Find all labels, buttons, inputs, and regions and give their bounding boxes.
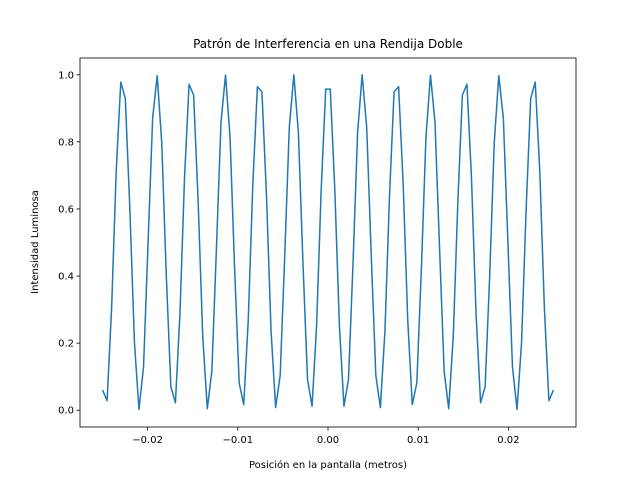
- y-axis: 0.0 0.2 0.4 0.6 0.8 1.0: [58, 70, 80, 417]
- x-axis: −0.02 −0.01 0.00 0.01 0.02: [132, 427, 519, 446]
- x-tick-label: 0.01: [407, 435, 429, 446]
- y-tick-label: 0.4: [58, 272, 74, 283]
- y-tick-label: 1.0: [58, 70, 74, 81]
- chart-title: Patrón de Interferencia en una Rendija D…: [193, 37, 463, 51]
- y-tick-label: 0.6: [58, 204, 74, 215]
- x-tick-label: 0.00: [317, 435, 339, 446]
- y-axis-label: Intensidad Luminosa: [30, 190, 41, 294]
- x-tick-label: −0.01: [222, 435, 253, 446]
- x-axis-label: Posición en la pantalla (metros): [249, 459, 407, 471]
- series-line-0: [101, 74, 555, 411]
- plot-area: [101, 74, 555, 411]
- y-tick-label: 0.0: [58, 406, 74, 417]
- y-tick-label: 0.2: [58, 339, 74, 350]
- y-tick-label: 0.8: [58, 137, 74, 148]
- x-tick-label: −0.02: [132, 435, 163, 446]
- x-tick-label: 0.02: [497, 435, 519, 446]
